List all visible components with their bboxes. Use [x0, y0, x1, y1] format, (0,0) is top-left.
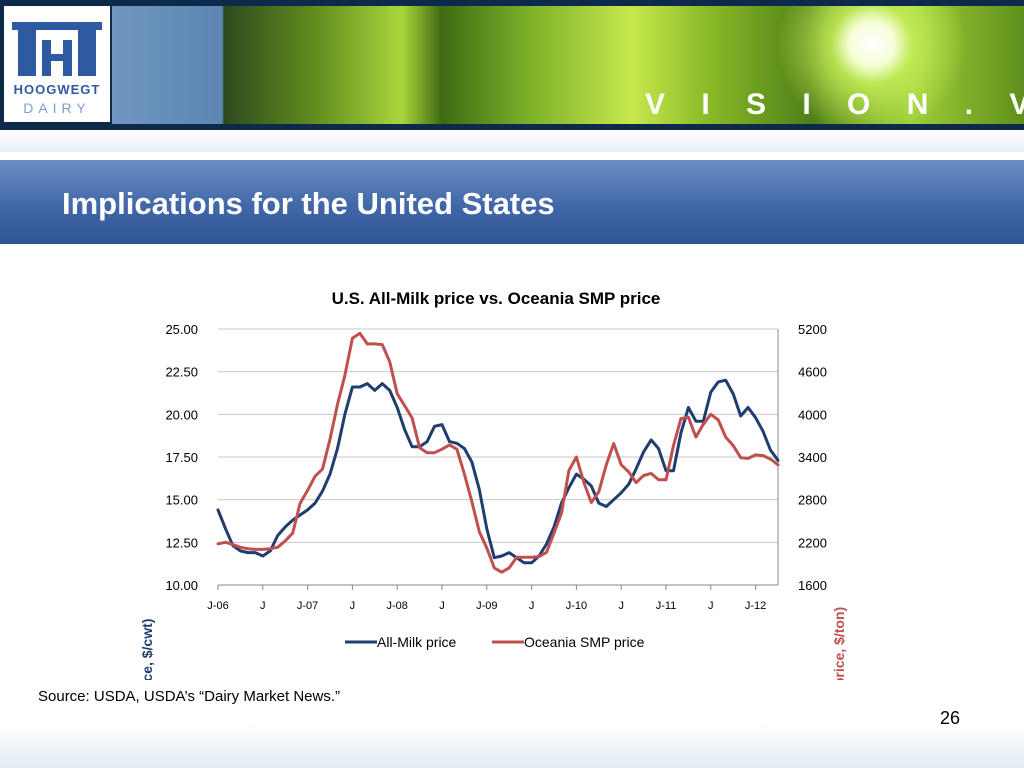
legend-label: Oceania SMP price — [524, 634, 645, 650]
x-tick-label: J-12 — [745, 600, 766, 612]
legend-label: All-Milk price — [377, 634, 457, 650]
y-tick-right: 3400 — [798, 450, 827, 465]
y-axis-right-label: (Oceania SMP price, $/ton) — [831, 607, 847, 680]
chart-legend: All-Milk price Oceania SMP price — [345, 634, 645, 650]
company-logo: HOOGWEGT DAIRY — [4, 6, 110, 122]
y-axis-left-label: (US All-Milk Price, $/cwt) — [139, 619, 155, 680]
y-tick-left: 25.00 — [165, 322, 198, 337]
x-tick-label: J — [350, 600, 356, 612]
x-tick-label: J-10 — [566, 600, 587, 612]
y-tick-left: 20.00 — [165, 407, 198, 422]
y-tick-left: 17.50 — [165, 450, 198, 465]
y-tick-right: 5200 — [798, 322, 827, 337]
y-axis-right-ticks: 5200 4600 4000 3400 2800 2200 1600 — [798, 322, 827, 593]
y-tick-left: 15.00 — [165, 493, 198, 508]
x-tick-label: J — [439, 600, 445, 612]
header-banner: HOOGWEGT DAIRY V I S I O N . V A L U E . — [0, 0, 1024, 130]
y-tick-right: 2800 — [798, 493, 827, 508]
y-tick-left: 10.00 — [165, 578, 198, 593]
svg-text:DAIRY: DAIRY — [23, 100, 91, 116]
x-tick-label: J — [618, 600, 624, 612]
chart-title: U.S. All-Milk price vs. Oceania SMP pric… — [332, 289, 661, 308]
svg-text:HOOGWEGT: HOOGWEGT — [14, 82, 101, 97]
tagline: V I S I O N . V A L U E . — [645, 88, 1024, 121]
source-note: Source: USDA, USDA’s “Dairy Market News.… — [38, 688, 341, 705]
y-tick-right: 4000 — [798, 407, 827, 422]
price-chart: U.S. All-Milk price vs. Oceania SMP pric… — [139, 289, 847, 680]
grid-lines — [218, 328, 779, 586]
all-milk-price-line — [216, 378, 780, 565]
title-band: Implications for the United States — [0, 160, 1024, 244]
y-tick-right: 2200 — [798, 535, 827, 550]
oceania-smp-price-line — [216, 331, 780, 574]
x-axis-ticks: J-06 J J-07 J J-08 J J-09 J J-10 J J-11 J J-12 — [207, 585, 766, 612]
hoogwegt-logo-icon: HOOGWEGT DAIRY — [12, 22, 102, 116]
y-tick-right: 4600 — [798, 365, 827, 380]
x-tick-label: J-11 — [656, 600, 677, 612]
series-lines — [216, 331, 780, 574]
x-tick-label: J-09 — [476, 600, 497, 612]
banner-photo — [112, 6, 1024, 124]
header-stripe — [0, 130, 1024, 152]
y-tick-left: 22.50 — [165, 365, 198, 380]
x-tick-label: J-08 — [386, 600, 407, 612]
x-tick-label: J — [529, 600, 535, 612]
x-tick-label: J — [260, 600, 266, 612]
slide-title: Implications for the United States — [62, 186, 555, 221]
x-tick-label: J-07 — [297, 600, 318, 612]
y-tick-left: 12.50 — [165, 535, 198, 550]
x-tick-label: J-06 — [207, 600, 228, 612]
page-number: 26 — [940, 708, 961, 728]
footer-band — [0, 724, 1024, 768]
y-axis-left-ticks: 25.00 22.50 20.00 17.50 15.00 12.50 10.00 — [165, 322, 198, 593]
y-tick-right: 1600 — [798, 578, 827, 593]
x-tick-label: J — [708, 600, 714, 612]
